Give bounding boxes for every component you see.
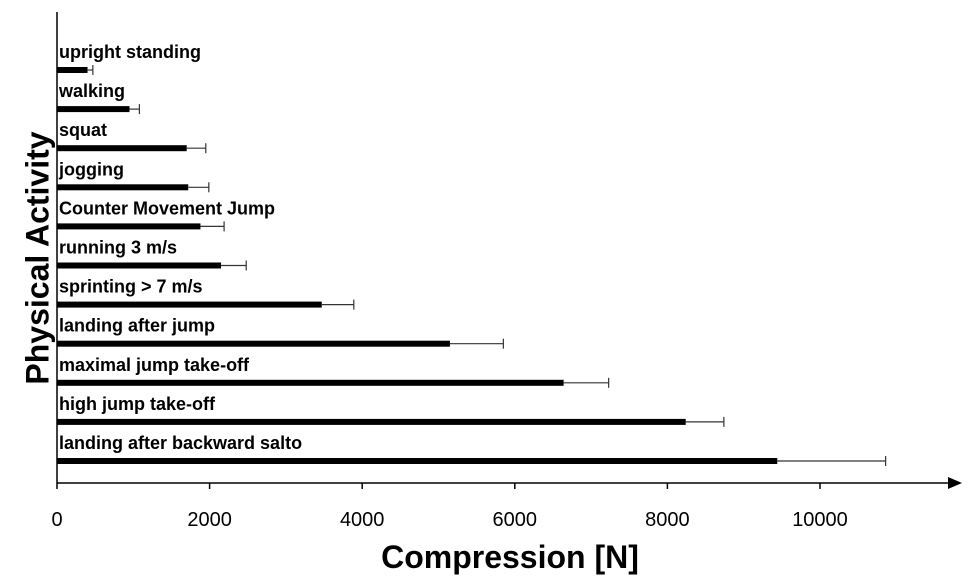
category-label: sprinting > 7 m/s [59,277,203,297]
axes-group [56,12,962,489]
category-label: landing after backward salto [59,433,302,453]
bar [57,106,130,113]
category-label: maximal jump take-off [59,355,250,375]
category-label: high jump take-off [59,394,216,414]
bar [57,145,187,152]
category-label: squat [59,120,107,140]
category-label: landing after jump [59,316,215,336]
bar [57,458,778,464]
bars-group: upright standing walking squat jogging Count… [57,42,887,466]
x-tick-label: 2000 [187,509,232,531]
category-label: Counter Movement Jump [59,198,275,218]
category-label: upright standing [59,42,201,62]
bar [57,262,222,269]
category-label: jogging [58,159,124,179]
bar [57,184,189,191]
x-tick-label: 6000 [493,509,538,531]
category-label: walking [58,81,125,101]
x-axis-arrow [948,477,962,489]
y-axis-title-group: Physical Activity [19,131,55,384]
y-axis-title: Physical Activity [19,131,55,384]
bar [57,379,564,386]
x-tick-label: 0 [51,509,62,531]
bar [57,418,686,425]
bar [57,67,88,73]
x-tick-label: 10000 [792,509,848,531]
x-axis-title: Compression [N] [381,539,639,575]
x-tick-label: 8000 [645,509,690,531]
bar [57,340,450,347]
bar [57,223,201,230]
x-tick-label: 4000 [340,509,385,531]
bar [57,301,322,308]
category-label: running 3 m/s [59,238,177,258]
ticks-group: 0 2000 4000 6000 8000 10000 [51,483,848,531]
